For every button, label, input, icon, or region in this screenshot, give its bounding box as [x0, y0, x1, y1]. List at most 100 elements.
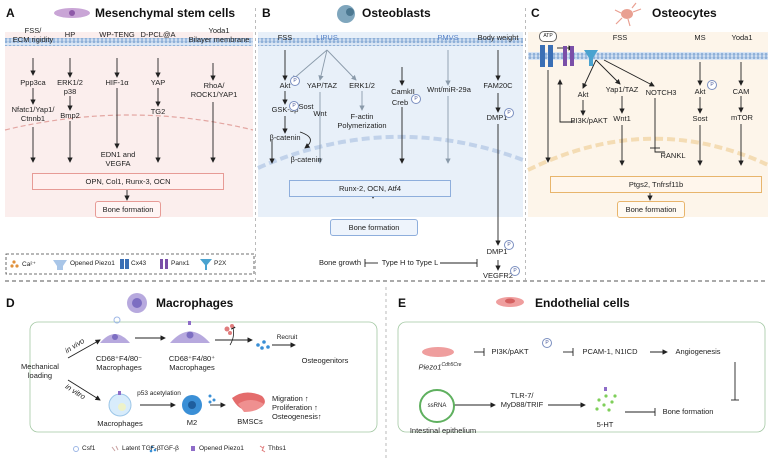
- legend-tgfb: TGF-β: [160, 445, 179, 452]
- node-rhoa-rock1: RhoA/ ROCK1/YAP1: [190, 81, 238, 99]
- label-angiogenesis: Angiogenesis: [675, 347, 721, 356]
- node-b-bone-growth: Bone growth: [318, 258, 362, 267]
- panel-c-title: Osteocytes: [652, 6, 717, 20]
- label-bmscs: BMSCs: [237, 417, 263, 426]
- label-macrophages-invitro: Macrophages: [97, 419, 143, 428]
- label-e-bone-formation: Bone formation: [662, 407, 714, 416]
- panel-d-title: Macrophages: [156, 296, 234, 310]
- label-osteogenitors: Osteogenitors: [301, 356, 349, 365]
- node-c-wnt1: Wnt1: [613, 114, 631, 123]
- panel-d-label: D: [6, 296, 15, 310]
- stimulus-c-ms: MS: [694, 33, 706, 42]
- stimulus-wp-teng: WP-TENG: [99, 30, 135, 39]
- panel-b-outcome-box: Runx-2, OCN, Atf4: [289, 180, 451, 197]
- phospho-badge: P: [289, 101, 299, 111]
- label-recruit: Recruit: [276, 334, 298, 341]
- node-b-sost: Sost: [298, 102, 314, 111]
- stimulus-c-fss: FSS: [612, 33, 628, 42]
- legend-opened-piezo1-d: Opened Piezo1: [199, 445, 244, 452]
- nucleus-a: [4, 114, 254, 131]
- nucleus-c: [527, 136, 769, 172]
- label-cd68-f480-negative: CD68⁺F4/80⁻ Macrophages: [95, 354, 143, 372]
- panel-a-outcome-box: OPN, Col1, Runx-3, OCN: [32, 173, 224, 190]
- stimulus-pmvs: PMVS: [437, 33, 459, 42]
- node-c-notch3: NOTCH3: [645, 88, 677, 97]
- label-cd68-f480-positive: CD68⁺F4/80⁺ Macrophages: [168, 354, 216, 372]
- phospho-badge: P: [290, 76, 300, 86]
- node-yap: YAP: [150, 78, 166, 87]
- node-hif1a: HIF-1α: [105, 78, 129, 87]
- label-p53-acetylation: p53 acetylation: [137, 390, 181, 397]
- node-c-pi3k-pakt: PI3K/pAKT: [570, 116, 608, 125]
- node-b-dmp1-top: DMP1: [486, 113, 508, 122]
- panel-c-outcome-box: Ptgs2, Tnfrsf11b: [550, 176, 762, 193]
- node-b-factin: F-actin Polymerization: [337, 112, 387, 130]
- legend-p2x: P2X: [214, 260, 227, 267]
- legend-latent-tgfb: Latent TGF-β: [122, 445, 161, 452]
- legend-ca: Ca²⁺: [22, 261, 36, 268]
- membrane-c: [528, 52, 768, 60]
- node-c-mtor: mTOR: [731, 113, 753, 122]
- node-b-akt: Akt: [279, 81, 291, 90]
- endothelial-cell-illustration: [496, 297, 524, 307]
- node-b-creb: Creb: [391, 98, 409, 107]
- node-b-fam20c: FAM20C: [483, 81, 513, 90]
- node-b-vegfr2: VEGFR2: [482, 271, 513, 280]
- cd68-negative-macrophage-drawing: [100, 316, 130, 343]
- node-ppp3ca: Ppp3ca: [20, 78, 46, 87]
- node-bmp2: Bmp2: [60, 111, 80, 120]
- node-b-gsk3b: GSK-3β: [271, 105, 299, 114]
- phospho-badge: P: [510, 266, 520, 276]
- label-pcam-n1icd: PCAM-1, N1ICD: [582, 347, 638, 356]
- atp-badge: ATP: [539, 31, 557, 42]
- serotonin-dots: [595, 387, 617, 412]
- stimulus-yoda1-bilayer: Yoda1 Bilayer membrane: [188, 26, 250, 44]
- panel-a-bone-formation: Bone formation: [95, 201, 161, 218]
- label-bmscs-effects: Migration ↑ Proliferation ↑ Osteogenesis…: [272, 394, 322, 421]
- legend-box: [5, 253, 255, 275]
- phospho-badge: P: [707, 80, 717, 90]
- node-b-camkii: CamkII: [391, 87, 415, 96]
- phospho-badge: P: [504, 108, 514, 118]
- phospho-badge: P: [542, 338, 552, 348]
- node-c-yap1-taz: Yap1/TAZ: [605, 85, 639, 94]
- membrane-a: [5, 38, 253, 46]
- p2x-channel-c: [584, 50, 598, 66]
- panel-b-title: Osteoblasts: [362, 6, 431, 20]
- membrane-b: [258, 38, 523, 46]
- label-5ht: 5-HT: [596, 420, 614, 429]
- node-erk-p38: ERK1/2 p38: [57, 78, 83, 96]
- node-b-type-h-to-l: Type H to Type L: [381, 258, 439, 267]
- label-piezo1-cdh5cre: Piezo1Cdh5Cre: [418, 362, 462, 372]
- stimulus-lipus: LIPUS: [316, 33, 338, 42]
- cd68-positive-macrophage-drawing: [170, 321, 210, 343]
- node-b-beta-catenin-1: β-catenin: [269, 133, 301, 142]
- stimulus-fss-ecm: FSS/ ECM rigidity: [12, 26, 54, 44]
- node-b-dmp1-bottom: DMP1: [486, 247, 508, 256]
- panel-a-label: A: [6, 6, 15, 20]
- label-mechanical-loading: Mechanical loading: [21, 362, 59, 380]
- panel-a-title: Mesenchymal stem cells: [95, 6, 236, 20]
- piezo-endothelial-drawing: [422, 347, 454, 357]
- macrophage-cell-illustration: [127, 293, 147, 313]
- node-tg2: TG2: [150, 107, 166, 116]
- bmscs-drawing: [232, 392, 265, 412]
- legend-csf1: Csf1: [82, 445, 96, 452]
- osteocyte-cell-illustration: [614, 2, 642, 27]
- panel-e-title: Endothelial cells: [535, 296, 630, 310]
- legend-cx43: Cx43: [131, 260, 147, 267]
- panx1-channel-c: [540, 45, 553, 67]
- stimulus-c-yoda1: Yoda1: [731, 33, 753, 42]
- node-c-akt: Akt: [577, 90, 589, 99]
- osteoblast-cell-illustration: [337, 5, 355, 23]
- node-c-rankl: RANKL: [660, 151, 686, 160]
- stimulus-body-weight: Body weight: [477, 33, 519, 42]
- m2-macrophage-drawing: [182, 394, 216, 415]
- label-ssrna: ssRNA: [427, 403, 447, 409]
- mesenchymal-cell-illustration: [54, 8, 90, 18]
- node-b-wnt-mir29a: Wnt/miR-29a: [427, 85, 471, 94]
- label-tlr7-myd88-trif: TLR-7/ MyD88/TRIF: [500, 391, 544, 409]
- phospho-badge: P: [504, 240, 514, 250]
- cx43-channel-c: [563, 46, 574, 66]
